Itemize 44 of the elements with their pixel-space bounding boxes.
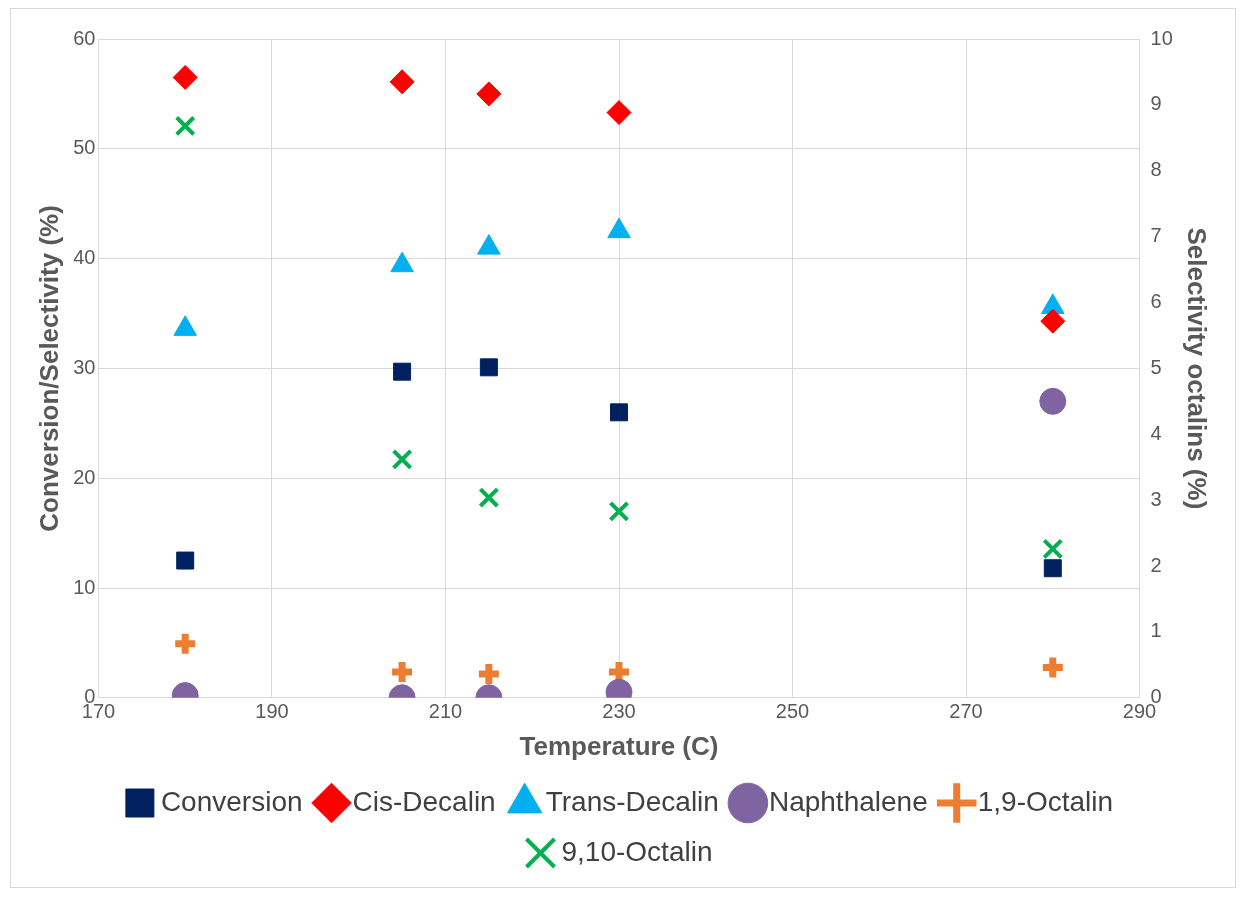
y-tick-label: 20	[73, 465, 96, 488]
x-axis-title: Temperature (C)	[519, 730, 719, 761]
x-tick-label: 250	[775, 700, 810, 723]
point	[172, 64, 198, 90]
y2-axis-title: Selectivity octalins (%)	[1182, 227, 1213, 510]
y2-tick-label: 4	[1150, 421, 1162, 444]
y-tick-label: 40	[73, 246, 96, 269]
y-axis-title: Conversion/Selectivity (%)	[33, 205, 64, 532]
point	[390, 251, 414, 273]
point	[608, 500, 630, 522]
legend-label: Trans-Decalin	[545, 785, 719, 817]
point	[607, 217, 631, 239]
x-tick-label: 210	[428, 700, 463, 723]
point	[606, 100, 632, 126]
point	[1042, 538, 1064, 560]
y-tick-label: 30	[73, 355, 96, 378]
y-tick-label: 50	[73, 136, 96, 159]
point	[476, 81, 502, 107]
legend-label: Cis-Decalin	[352, 785, 496, 817]
y2-tick-label: 6	[1150, 290, 1162, 313]
legend-label: 9,10-Octalin	[561, 835, 713, 867]
y-tick-label: 10	[73, 575, 96, 598]
point	[477, 234, 501, 255]
point	[389, 69, 415, 95]
point	[173, 315, 197, 336]
x-tick-label: 230	[602, 700, 636, 723]
point	[1041, 293, 1065, 314]
y2-tick-label: 8	[1150, 158, 1162, 181]
y2-tick-label: 3	[1150, 487, 1162, 510]
y2-tick-label: 9	[1150, 92, 1162, 115]
legend-label: 1,9-Octalin	[977, 785, 1114, 817]
point	[478, 487, 500, 509]
y-tick-label: 60	[73, 26, 96, 49]
legend-label: Conversion	[160, 785, 303, 817]
y2-tick-label: 2	[1150, 553, 1162, 576]
legend-label: Naphthalene	[768, 785, 928, 817]
x-tick-label: 190	[255, 700, 289, 723]
y2-tick-label: 7	[1150, 224, 1162, 247]
y2-tick-label: 5	[1150, 355, 1162, 378]
y2-tick-label: 10	[1150, 26, 1173, 49]
x-tick-label: 270	[949, 700, 983, 723]
point	[391, 448, 413, 470]
y2-tick-label: 1	[1150, 619, 1162, 642]
point	[174, 115, 196, 137]
